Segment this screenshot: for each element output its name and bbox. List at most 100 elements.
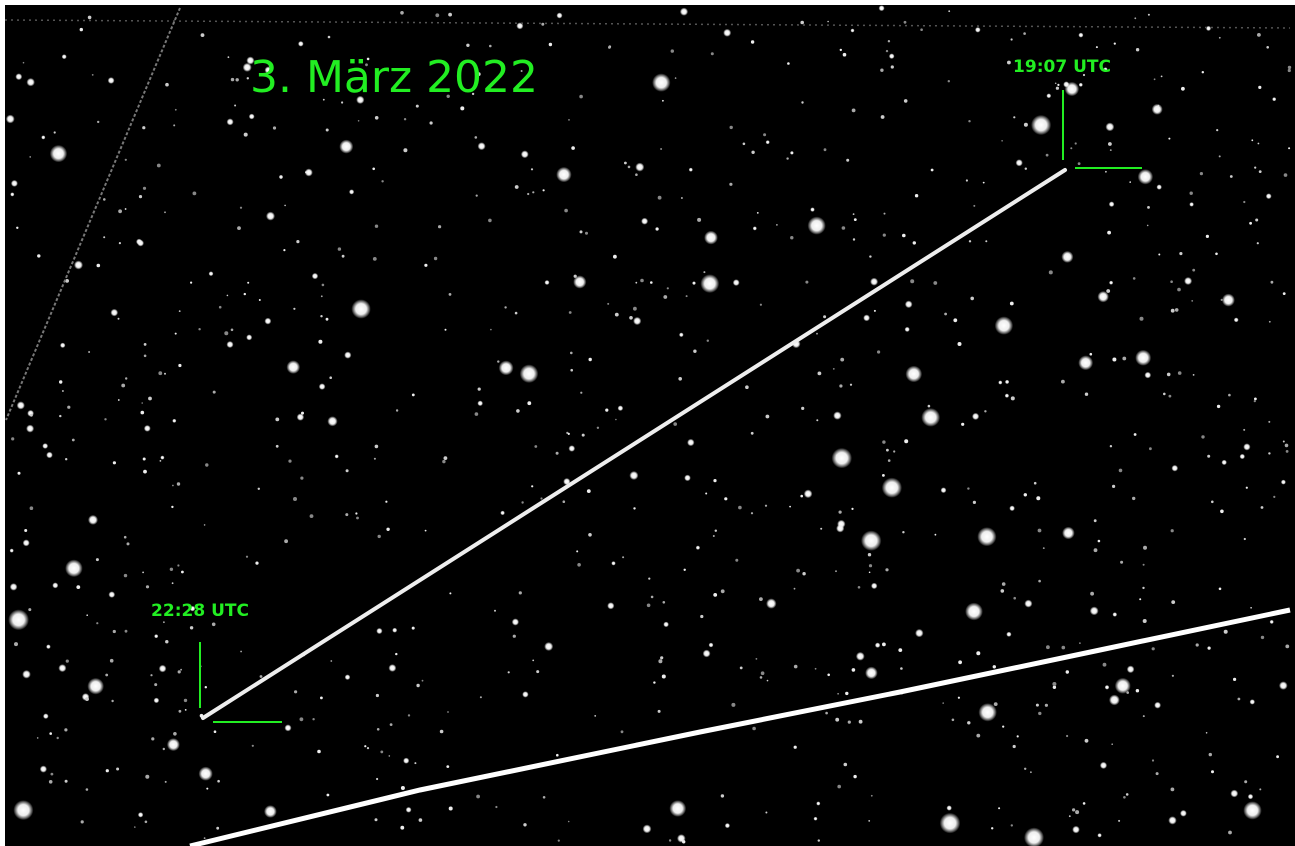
- star: [849, 383, 853, 386]
- star: [1171, 674, 1174, 677]
- star: [835, 717, 840, 722]
- star: [1287, 65, 1292, 70]
- star: [334, 454, 339, 459]
- star: [1166, 372, 1171, 377]
- star: [885, 49, 889, 53]
- star: [321, 283, 325, 287]
- star: [611, 561, 616, 566]
- star: [946, 805, 952, 811]
- star: [825, 711, 828, 715]
- star: [965, 179, 969, 182]
- star: [1072, 825, 1080, 834]
- star: [87, 15, 92, 20]
- star: [839, 384, 843, 388]
- star: [58, 664, 67, 673]
- star: [104, 418, 107, 421]
- star: [1189, 202, 1194, 207]
- star: [1046, 645, 1050, 650]
- star: [1068, 815, 1071, 818]
- star: [171, 505, 174, 509]
- star: [8, 609, 29, 631]
- star: [635, 173, 638, 176]
- star: [810, 207, 815, 212]
- star: [258, 299, 261, 301]
- star: [765, 140, 770, 145]
- star: [124, 208, 127, 210]
- star: [372, 167, 376, 171]
- star: [1118, 819, 1121, 822]
- star: [1245, 486, 1248, 489]
- star: [902, 233, 906, 238]
- star: [523, 823, 527, 827]
- star: [1254, 397, 1257, 401]
- star: [330, 660, 333, 662]
- star: [1099, 761, 1108, 770]
- star: [750, 431, 754, 435]
- star: [1153, 78, 1156, 81]
- star: [1010, 38, 1013, 41]
- star: [882, 642, 886, 647]
- star: [1142, 586, 1145, 590]
- star: [59, 380, 63, 384]
- star: [635, 162, 645, 172]
- star: [868, 564, 873, 568]
- star: [1259, 788, 1262, 791]
- star: [807, 216, 826, 235]
- star: [438, 225, 442, 229]
- star: [816, 332, 818, 335]
- star: [933, 281, 938, 285]
- star: [205, 463, 209, 467]
- star: [1134, 17, 1137, 20]
- star: [1037, 528, 1042, 533]
- star: [614, 312, 619, 317]
- star: [1070, 147, 1073, 150]
- star: [1089, 352, 1093, 356]
- star: [59, 414, 62, 418]
- star: [141, 402, 143, 404]
- star: [374, 444, 379, 449]
- star: [705, 492, 708, 495]
- star: [548, 42, 553, 47]
- star: [216, 826, 220, 830]
- star: [514, 311, 518, 315]
- star: [1044, 703, 1048, 707]
- star: [776, 224, 778, 226]
- star: [847, 720, 851, 724]
- star: [927, 404, 931, 408]
- star: [837, 693, 839, 695]
- star: [164, 372, 166, 375]
- star: [532, 191, 535, 194]
- star: [53, 131, 56, 134]
- star: [351, 299, 371, 319]
- star-field: [5, 5, 1292, 846]
- star: [377, 534, 381, 539]
- star: [237, 226, 241, 231]
- star: [105, 769, 109, 773]
- star: [984, 410, 987, 413]
- star: [345, 513, 349, 517]
- star: [519, 364, 539, 384]
- star: [74, 260, 83, 270]
- star: [400, 11, 404, 15]
- star: [1123, 796, 1126, 799]
- star: [697, 217, 702, 222]
- star: [930, 168, 934, 172]
- star: [1120, 560, 1124, 564]
- star: [882, 474, 885, 477]
- star: [1154, 701, 1161, 709]
- star: [620, 730, 624, 734]
- star: [627, 165, 631, 169]
- star: [400, 825, 405, 830]
- star: [1287, 68, 1291, 73]
- star: [732, 279, 740, 286]
- star: [577, 563, 581, 567]
- star: [953, 318, 958, 323]
- star: [703, 271, 706, 274]
- faint-trail: [4, 19, 1291, 29]
- star: [192, 191, 197, 196]
- star: [64, 728, 68, 732]
- star: [96, 622, 99, 625]
- star: [1249, 221, 1252, 225]
- star: [178, 310, 181, 312]
- star: [629, 316, 633, 320]
